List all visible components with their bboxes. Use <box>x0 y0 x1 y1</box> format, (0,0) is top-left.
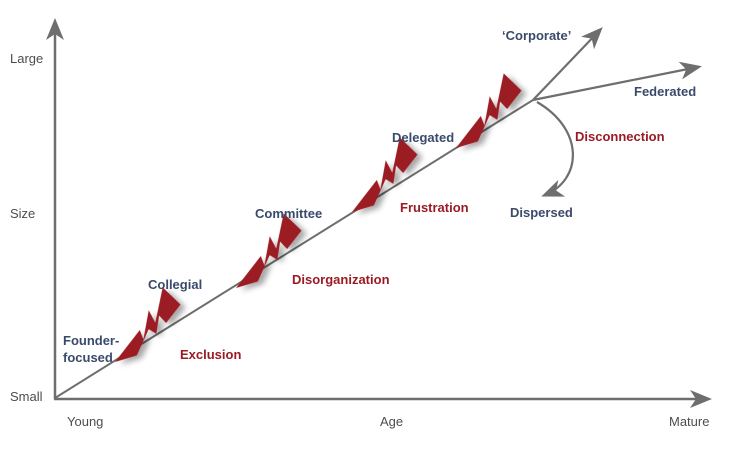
crisis-exclusion: Exclusion <box>180 347 242 362</box>
stage-founder-focused-line1: Founder- <box>63 333 120 348</box>
outcome-federated: Federated <box>634 84 697 99</box>
stage-committee: Committee <box>255 206 323 221</box>
x-axis-right-label: Mature <box>669 414 710 429</box>
dispersed-arrow <box>536 101 574 197</box>
stage-founder-focused-line2: focused <box>63 350 113 365</box>
x-axis-title: Age <box>380 414 404 429</box>
y-axis-title: Size <box>10 206 36 221</box>
stage-delegated: Delegated <box>392 130 455 145</box>
outcome-corporate: ‘Corporate’ <box>502 28 572 43</box>
y-axis-top-label: Large <box>10 51 44 66</box>
corporate-arrow <box>532 27 603 101</box>
crisis-disorganization: Disorganization <box>292 272 390 287</box>
x-axis-left-label: Young <box>67 414 104 429</box>
stage-collegial: Collegial <box>148 277 203 292</box>
stage-founder-focused: Founder- focused <box>63 332 119 366</box>
federated-arrow <box>532 61 702 102</box>
y-axis-bottom-label: Small <box>10 389 43 404</box>
outcome-dispersed: Dispersed <box>510 205 573 220</box>
crisis-disconnection: Disconnection <box>575 129 665 144</box>
crisis-frustration: Frustration <box>400 200 469 215</box>
